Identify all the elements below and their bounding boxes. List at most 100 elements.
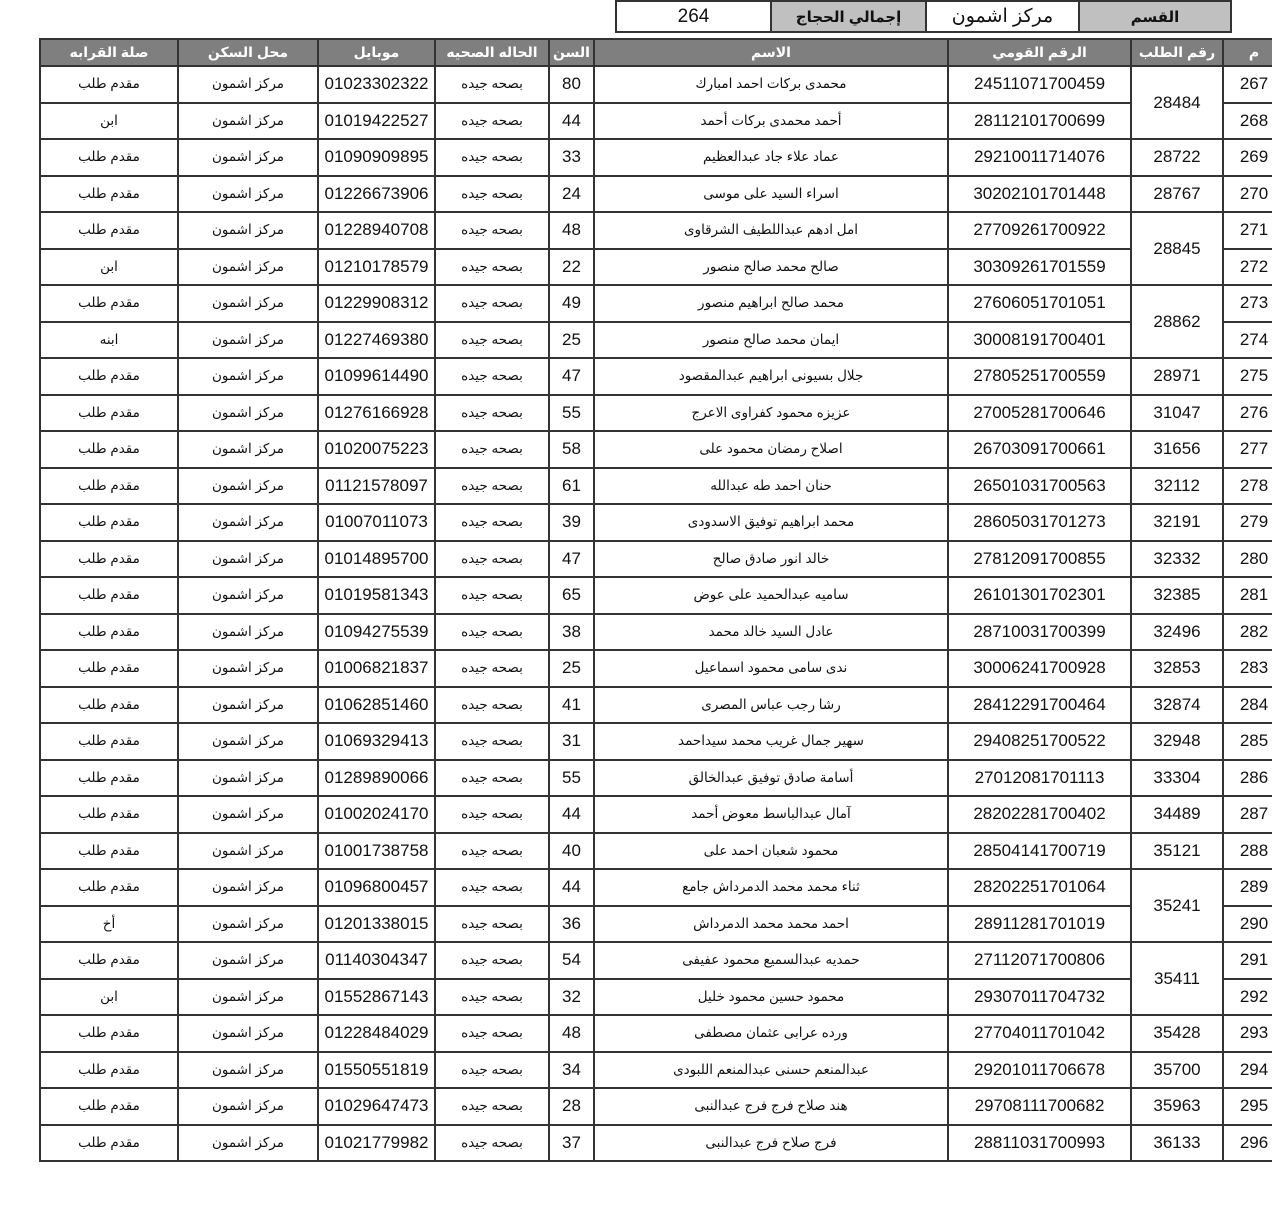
name-cell: احمد محمد محمد الدمرداش [593,904,949,943]
age-cell: 48 [548,211,595,250]
residence-cell: مركز اشمون [177,831,319,870]
age-cell: 39 [548,503,595,542]
name-cell: ثناء محمد محمد الدمرداش جامع [593,868,949,907]
name-cell: محمد صالح ابراهيم منصور [593,284,949,323]
name-cell: اسراء السيد على موسى [593,174,949,213]
serial-cell: 275 [1222,357,1272,396]
request-no-cell: 32496 [1130,612,1224,651]
relation-cell: أخ [39,904,179,943]
request-no-cell: 32112 [1130,466,1224,505]
header-residence: محل السكن [177,38,319,67]
health-cell: بصحه جيده [434,393,550,432]
residence-cell: مركز اشمون [177,174,319,213]
serial-cell: 276 [1222,393,1272,432]
health-cell: بصحه جيده [434,284,550,323]
national-id-cell: 28202281700402 [947,795,1132,834]
mobile-cell: 01029647473 [317,1087,436,1126]
mobile-cell: 01227469380 [317,320,436,359]
age-cell: 49 [548,284,595,323]
request-no-cell: 35121 [1130,831,1224,870]
age-cell: 54 [548,941,595,980]
request-no-cell: 28767 [1130,174,1224,213]
table-row: 287 34489 28202281700402 آمال عبدالباسط معو… [39,795,1272,834]
serial-cell: 280 [1222,539,1272,578]
name-cell: سهير جمال غريب محمد سيداحمد [593,722,949,761]
table-row: 278 32112 26501031700563 حنان احمد طه عبدال… [39,466,1272,505]
header-name: الاسم [593,38,949,67]
residence-cell: مركز اشمون [177,1087,319,1126]
request-no-cell: 32191 [1130,503,1224,542]
request-no-cell: 32948 [1130,722,1224,761]
mobile-cell: 01229908312 [317,284,436,323]
serial-cell: 283 [1222,649,1272,688]
table-row: 281 32385 26101301702301 ساميه عبدالحميد عل… [39,576,1272,615]
mobile-cell: 01020075223 [317,430,436,469]
mobile-cell: 01021779982 [317,1123,436,1162]
request-no-cell: 32385 [1130,576,1224,615]
table-row: 288 35121 28504141700719 محمود شعبان احمد ع… [39,831,1272,870]
serial-cell: 281 [1222,576,1272,615]
residence-cell: مركز اشمون [177,1123,319,1162]
relation-cell: مقدم طلب [39,868,179,907]
national-id-cell: 28710031700399 [947,612,1132,651]
name-cell: أحمد محمدى بركات أحمد [593,101,949,140]
age-cell: 55 [548,758,595,797]
age-cell: 37 [548,1123,595,1162]
section-label: القسم [1078,0,1232,33]
table-row: 269 28722 29210011714076 عماد علاء جاد عبدا… [39,138,1272,177]
residence-cell: مركز اشمون [177,138,319,177]
table-row: 272 30309261701559 صالح محمد صالح منصور 22 ب… [39,247,1272,286]
serial-cell: 272 [1222,247,1272,286]
name-cell: ندى سامى محمود اسماعيل [593,649,949,688]
residence-cell: مركز اشمون [177,795,319,834]
serial-cell: 269 [1222,138,1272,177]
relation-cell: مقدم طلب [39,795,179,834]
mobile-cell: 01023302322 [317,65,436,104]
national-id-cell: 24511071700459 [947,65,1132,104]
relation-cell: مقدم طلب [39,539,179,578]
name-cell: ساميه عبدالحميد على عوض [593,576,949,615]
name-cell: فرج صلاح فرج عبدالنبى [593,1123,949,1162]
relation-cell: مقدم طلب [39,1087,179,1126]
serial-cell: 286 [1222,758,1272,797]
national-id-cell: 30006241700928 [947,649,1132,688]
residence-cell: مركز اشمون [177,211,319,250]
relation-cell: ابن [39,977,179,1016]
serial-cell: 292 [1222,977,1272,1016]
relation-cell: مقدم طلب [39,685,179,724]
table-row: 284 32874 28412291700464 رشا رجب عباس المصر… [39,685,1272,724]
residence-cell: مركز اشمون [177,868,319,907]
mobile-cell: 01226673906 [317,174,436,213]
mobile-cell: 01099614490 [317,357,436,396]
relation-cell: مقدم طلب [39,758,179,797]
name-cell: محمد ابراهيم توفيق الاسدودى [593,503,949,542]
residence-cell: مركز اشمون [177,466,319,505]
table-row: 291 35411 27112071700806 حمديه عبدالسميع مح… [39,941,1272,1016]
mobile-cell: 01096800457 [317,868,436,907]
relation-cell: مقدم طلب [39,65,179,104]
mobile-cell: 01201338015 [317,904,436,943]
header-relation: صلة القرابه [39,38,179,67]
relation-cell: ابن [39,247,179,286]
header-request-no: رقم الطلب [1130,38,1224,67]
header-mobile: موبايل [317,38,436,67]
relation-cell: مقدم طلب [39,649,179,688]
serial-cell: 294 [1222,1050,1272,1089]
name-cell: أسامة صادق توفيق عبدالخالق [593,758,949,797]
national-id-cell: 30008191700401 [947,320,1132,359]
relation-cell: ابنه [39,320,179,359]
national-id-cell: 27704011701042 [947,1014,1132,1053]
relation-cell: مقدم طلب [39,357,179,396]
request-no-cell: 33304 [1130,758,1224,797]
residence-cell: مركز اشمون [177,612,319,651]
age-cell: 44 [548,795,595,834]
name-cell: حمديه عبدالسميع محمود عفيفى [593,941,949,980]
national-id-cell: 29408251700522 [947,722,1132,761]
table-row: 294 35700 29201011706678 عبدالمنعم حسنى عبد… [39,1050,1272,1089]
national-id-cell: 29201011706678 [947,1050,1132,1089]
serial-cell: 295 [1222,1087,1272,1126]
serial-cell: 274 [1222,320,1272,359]
relation-cell: مقدم طلب [39,284,179,323]
health-cell: بصحه جيده [434,576,550,615]
health-cell: بصحه جيده [434,1087,550,1126]
